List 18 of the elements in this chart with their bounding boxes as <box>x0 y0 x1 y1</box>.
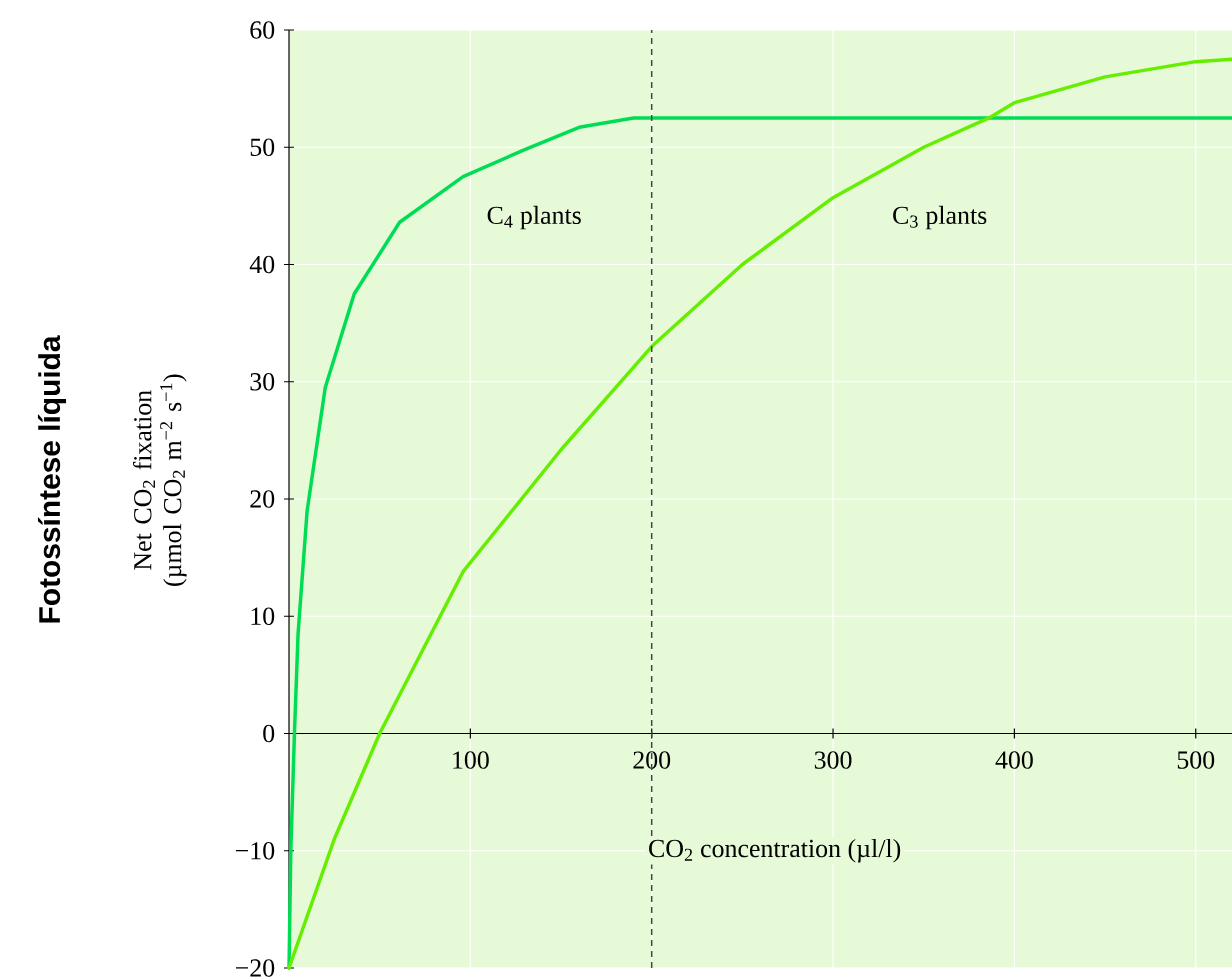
y-tick-label: 0 <box>263 724 275 743</box>
y-tick-label: −10 <box>235 842 275 860</box>
x-tick-label: 500 <box>1177 751 1215 769</box>
series-label: C$_{4}$ plants <box>487 205 581 230</box>
y-tick-label: 60 <box>250 21 275 39</box>
series-label: C$_{3}$ plants <box>893 205 987 230</box>
x-tick-label: 400 <box>995 751 1033 769</box>
y-tick-label: 20 <box>250 490 275 508</box>
y-tick-label: −20 <box>235 959 275 977</box>
y-tick-label: 40 <box>249 255 275 274</box>
y-tick-label: 10 <box>251 607 275 625</box>
x-tick-label: 200 <box>633 751 671 769</box>
x-axis-title: CO$_{2}$ concentration (µl/l) <box>649 839 901 863</box>
x-tick-label: 300 <box>814 751 852 769</box>
y-tick-label: 50 <box>250 138 275 156</box>
y-tick-label: 30 <box>250 373 275 391</box>
x-tick-label: 100 <box>453 751 489 769</box>
text: Fotossíntese líquida <box>37 335 67 623</box>
